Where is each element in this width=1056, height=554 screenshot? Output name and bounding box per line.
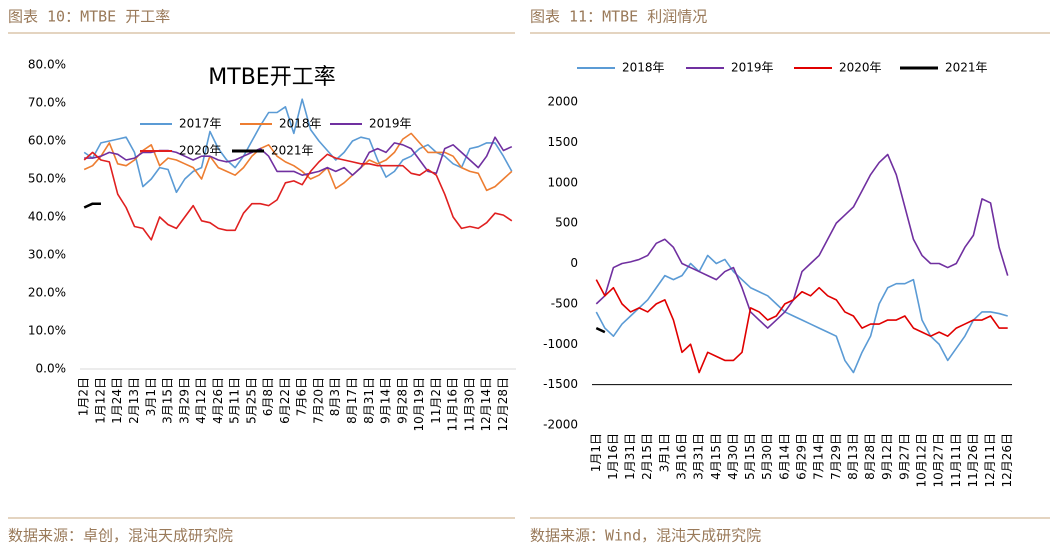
- y-tick-label: 500: [555, 216, 578, 230]
- y-tick-label: 20.0%: [28, 286, 66, 300]
- x-tick-label: 2月13日: [127, 377, 141, 424]
- y-tick-label: -2000: [543, 418, 578, 432]
- y-tick-label: -1000: [543, 337, 578, 351]
- x-tick-label: 7月20日: [311, 377, 325, 424]
- y-tick-label: 2000: [547, 95, 578, 109]
- x-tick-label: 10月27日: [932, 433, 946, 488]
- x-tick-label: 12月28日: [496, 377, 510, 432]
- x-tick-label: 11月2日: [429, 377, 443, 424]
- y-tick-label: 40.0%: [28, 210, 66, 224]
- caption: 图表 10：MTBE 开工率: [8, 8, 170, 26]
- series-line: [83, 151, 513, 241]
- legend-label: 2020年: [839, 61, 882, 75]
- series-line: [83, 202, 101, 209]
- x-tick-label: 12月14日: [479, 377, 493, 432]
- x-tick-label: 8月17日: [345, 377, 359, 424]
- x-tick-label: 3月31日: [692, 433, 706, 480]
- y-tick-label: 10.0%: [28, 324, 66, 338]
- legend-label: 2021年: [271, 144, 314, 158]
- y-tick-label: -500: [551, 296, 578, 310]
- x-tick-label: 11月11日: [949, 433, 963, 488]
- x-tick-label: 12月11日: [983, 433, 997, 488]
- y-tick-label: 50.0%: [28, 172, 66, 186]
- x-tick-label: 9月12日: [880, 433, 894, 480]
- x-tick-label: 12月26日: [1000, 433, 1014, 488]
- x-tick-label: 3月1日: [144, 377, 158, 416]
- series-line: [595, 254, 1008, 374]
- x-tick-label: 5月15日: [743, 433, 757, 480]
- x-tick-label: 10月12日: [915, 433, 929, 488]
- x-tick-label: 11月26日: [966, 433, 980, 488]
- source: 数据来源：Wind，混沌天成研究院: [530, 527, 761, 545]
- caption: 图表 11：MTBE 利润情况: [530, 8, 707, 26]
- y-tick-label: 80.0%: [28, 58, 66, 72]
- y-tick-label: 0.0%: [36, 362, 67, 376]
- x-tick-label: 4月26日: [211, 377, 225, 424]
- legend-label: 2020年: [179, 144, 222, 158]
- legend-label: 2019年: [731, 61, 774, 75]
- x-tick-label: 1月12日: [93, 377, 107, 424]
- x-tick-label: 6月29日: [795, 433, 809, 480]
- x-tick-label: 10月19日: [412, 377, 426, 432]
- x-tick-label: 11月30日: [462, 377, 476, 432]
- series-line: [595, 153, 1009, 329]
- legend-label: 2018年: [622, 61, 665, 75]
- source: 数据来源：卓创，混沌天成研究院: [8, 527, 233, 545]
- x-tick-label: 9月14日: [379, 377, 393, 424]
- series-line: [595, 279, 1008, 374]
- y-tick-label: 0: [570, 256, 578, 270]
- legend-label: 2018年: [279, 117, 322, 131]
- legend-label: 2021年: [945, 61, 988, 75]
- series-line: [83, 98, 513, 194]
- x-tick-label: 6月14日: [777, 433, 791, 480]
- x-tick-label: 2月15日: [640, 433, 654, 480]
- x-tick-label: 7月14日: [812, 433, 826, 480]
- y-tick-label: 70.0%: [28, 96, 66, 110]
- x-tick-label: 11月16日: [446, 377, 460, 432]
- x-tick-label: 6月8日: [261, 377, 275, 416]
- x-tick-label: 6月22日: [278, 377, 292, 424]
- x-tick-label: 8月31日: [362, 377, 376, 424]
- series-line: [83, 132, 513, 192]
- x-tick-label: 3月29日: [177, 377, 191, 424]
- x-tick-label: 1月24日: [110, 377, 124, 424]
- legend-label: 2017年: [179, 117, 222, 131]
- x-tick-label: 7月6日: [295, 377, 309, 416]
- x-tick-label: 9月27日: [897, 433, 911, 480]
- x-tick-label: 4月30日: [726, 433, 740, 480]
- x-tick-label: 8月3日: [328, 377, 342, 416]
- legend-label: 2019年: [369, 117, 412, 131]
- x-tick-label: 5月11日: [228, 377, 242, 424]
- x-tick-label: 3月15日: [161, 377, 175, 424]
- x-tick-label: 5月30日: [760, 433, 774, 480]
- x-tick-label: 4月15日: [709, 433, 723, 480]
- series-line: [595, 326, 606, 334]
- x-tick-label: 3月1日: [657, 433, 671, 472]
- x-tick-label: 9月28日: [395, 377, 409, 424]
- chart-title: MTBE开工率: [208, 65, 335, 90]
- x-tick-label: 1月31日: [623, 433, 637, 480]
- x-tick-label: 1月2日: [77, 377, 91, 416]
- x-tick-label: 5月25日: [244, 377, 258, 424]
- y-tick-label: 30.0%: [28, 248, 66, 262]
- x-tick-label: 7月29日: [829, 433, 843, 480]
- y-tick-label: -1500: [543, 377, 578, 391]
- y-tick-label: 1500: [547, 135, 578, 149]
- y-tick-label: 60.0%: [28, 134, 66, 148]
- x-tick-label: 3月16日: [675, 433, 689, 480]
- x-tick-label: 8月13日: [846, 433, 860, 480]
- x-tick-label: 8月28日: [863, 433, 877, 480]
- x-tick-label: 1月1日: [589, 433, 603, 472]
- y-tick-label: 1000: [547, 175, 578, 189]
- x-tick-label: 4月12日: [194, 377, 208, 424]
- x-tick-label: 1月16日: [606, 433, 620, 480]
